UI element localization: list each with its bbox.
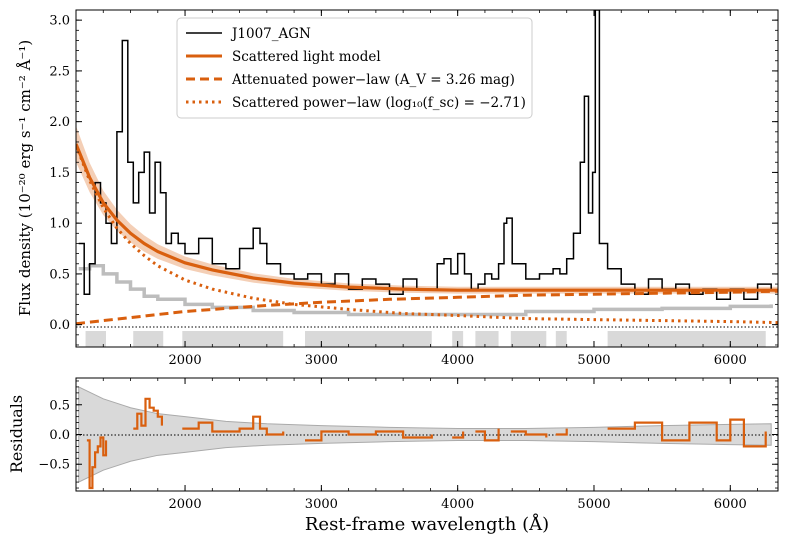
y-tick-label: 2.0 [49, 115, 70, 130]
residual-segment [305, 430, 433, 442]
bottom-panel: −0.5 0.0 0.5 2000 3000 4000 5000 6000 Residuals… [7, 377, 779, 535]
residual-segment [607, 418, 767, 448]
top-frame [75, 9, 779, 348]
masked-region [305, 331, 432, 347]
residual-segment [182, 415, 285, 436]
error-spectrum [78, 264, 773, 317]
uncertainty-band-layer [78, 386, 772, 483]
masked-region [133, 331, 164, 347]
residual-segment [452, 431, 465, 439]
y-tick-label: 0.5 [49, 267, 70, 282]
xlabel: Rest-frame wavelength (Å) [305, 513, 549, 535]
residual-uncertainty-band [78, 386, 772, 483]
x-tick-label: 2000 [169, 497, 202, 512]
bottom-ticks: −0.5 0.0 0.5 2000 3000 4000 5000 6000 [38, 378, 778, 512]
y-tick-label: 0.0 [49, 428, 70, 443]
attenuated-power-law-line [76, 289, 778, 326]
x-tick-label: 2000 [169, 353, 202, 368]
x-tick-label: 4000 [441, 497, 474, 512]
residual-segment [475, 428, 500, 442]
top-series-layer [76, 10, 778, 326]
legend: J1007_AGN Scattered light model Attenuat… [176, 17, 533, 119]
legend-label-model: Scattered light model [232, 49, 381, 65]
masked-region [607, 331, 766, 347]
x-tick-label: 5000 [577, 497, 610, 512]
y-tick-label: 2.5 [49, 64, 70, 79]
masked-region [452, 331, 464, 347]
residual-segment [510, 430, 548, 438]
top-ticks: 0.0 0.5 1.0 1.5 2.0 2.5 3.0 2000 3000 4000 5000 600… [49, 9, 778, 368]
legend-box [176, 17, 533, 119]
x-tick-label: 3000 [305, 353, 338, 368]
masked-region [85, 331, 106, 347]
masked-regions [85, 331, 766, 347]
legend-label-data: J1007_AGN [230, 26, 311, 42]
residual-segment [555, 428, 568, 436]
legend-label-attenuated: Attenuated power−law (A_V = 3.26 mag) [231, 72, 515, 88]
x-tick-label: 6000 [714, 497, 747, 512]
masked-region [510, 331, 547, 347]
legend-label-scattered: Scattered power−law (log₁₀(f_sc) = −2.71… [232, 95, 526, 111]
y-tick-label: 0.5 [49, 398, 70, 413]
masked-region [475, 331, 499, 347]
masked-region [555, 331, 567, 347]
y-tick-label: −0.5 [38, 458, 70, 473]
scattered-light-model-line [76, 143, 778, 292]
y-tick-label: 1.5 [49, 166, 70, 181]
residual-segment [133, 397, 163, 430]
masked-region [182, 331, 284, 347]
top-ylabel: Flux density (10⁻²⁰ erg s⁻¹ cm⁻² Å⁻¹) [16, 40, 34, 316]
y-tick-label: 0.0 [49, 318, 70, 333]
y-tick-label: 3.0 [49, 14, 70, 29]
x-tick-label: 5000 [577, 353, 610, 368]
y-tick-label: 1.0 [49, 217, 70, 232]
x-tick-label: 3000 [305, 497, 338, 512]
residuals-layer [86, 397, 767, 490]
residual-segment [86, 436, 108, 490]
scattered-power-law-line [76, 144, 778, 325]
x-tick-label: 6000 [714, 353, 747, 368]
x-tick-label: 4000 [441, 353, 474, 368]
bottom-ylabel: Residuals [7, 395, 26, 473]
